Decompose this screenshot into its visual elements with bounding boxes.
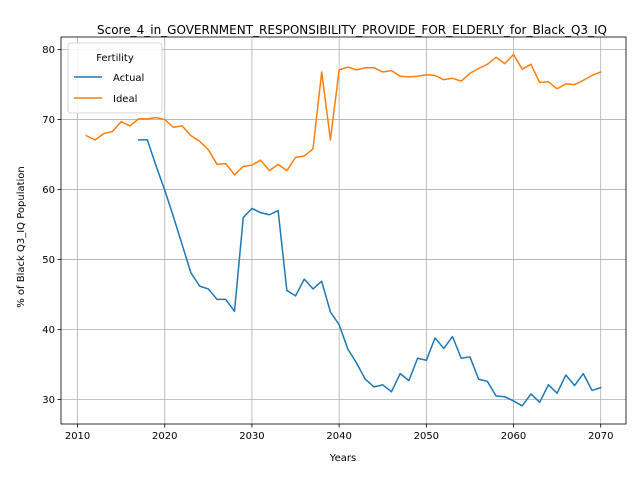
y-tick-label: 80: [42, 45, 55, 56]
x-axis-label: Years: [329, 453, 356, 464]
y-tick-label: 30: [42, 395, 55, 406]
x-tick-label: 2020: [152, 431, 177, 442]
x-tick-label: 2010: [65, 431, 90, 442]
x-tick-label: 2060: [501, 431, 526, 442]
y-tick-label: 60: [42, 185, 55, 196]
x-tick-label: 2040: [326, 431, 351, 442]
y-axis-label: % of Black Q3_IQ Population: [16, 166, 27, 308]
chart-title: Score_4_in_GOVERNMENT_RESPONSIBILITY_PRO…: [97, 23, 607, 37]
y-tick-label: 40: [42, 325, 55, 336]
x-tick-label: 2070: [588, 431, 613, 442]
legend-title: Fertility: [96, 53, 134, 64]
legend-label-ideal: Ideal: [113, 94, 137, 105]
y-tick-label: 50: [42, 255, 55, 266]
legend: Fertility Actual Ideal: [68, 43, 162, 113]
legend-label-actual: Actual: [113, 73, 144, 84]
x-tick-label: 2030: [239, 431, 264, 442]
y-tick-label: 70: [42, 115, 55, 126]
x-tick-label: 2050: [414, 431, 439, 442]
